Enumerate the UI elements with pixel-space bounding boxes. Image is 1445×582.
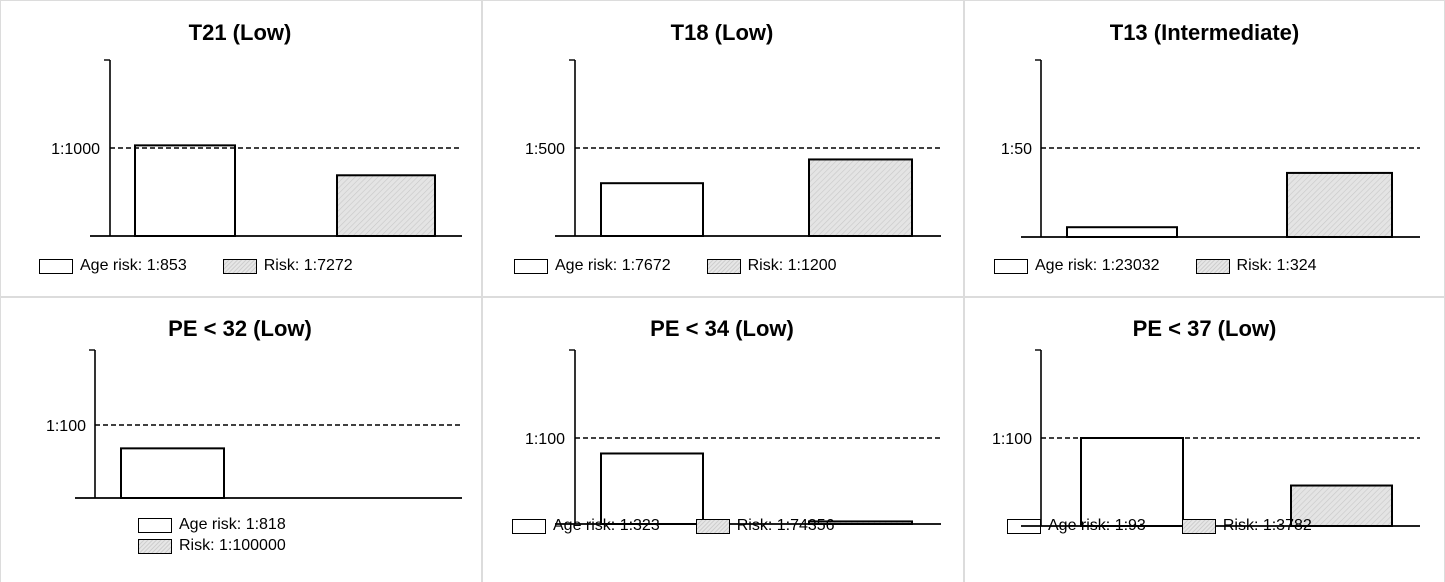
legend-label: Age risk: 1:7672 xyxy=(555,257,671,274)
legend-item: Age risk: 1:93 xyxy=(1007,517,1146,535)
legend-label: Risk: 1:100000 xyxy=(179,537,286,554)
chart-legend: Age risk: 1:23032 Risk: 1:324 xyxy=(994,257,1317,275)
row-divider xyxy=(0,296,1445,298)
chart-title: PE < 34 (Low) xyxy=(650,316,794,341)
legend-item: Age risk: 1:23032 xyxy=(994,257,1160,275)
legend-item: Age risk: 1:818 xyxy=(138,516,286,534)
bar-age-risk xyxy=(120,447,225,499)
legend-item: Risk: 1:324 xyxy=(1195,257,1317,275)
bar-age-risk xyxy=(600,452,704,525)
bar-age-risk xyxy=(600,182,704,237)
frame-top xyxy=(0,0,1445,1)
panel-divider xyxy=(481,0,483,582)
legend-swatch-risk xyxy=(1195,258,1230,274)
threshold-label: 1:1000 xyxy=(51,141,100,158)
threshold-label: 1:100 xyxy=(525,431,565,448)
bar-age-risk xyxy=(134,144,236,237)
frame-left xyxy=(0,0,1,582)
legend-label: Risk: 1:324 xyxy=(1236,257,1317,274)
chart-legend: Age risk: 1:7672 Risk: 1:1200 xyxy=(514,257,837,275)
legend-label: Age risk: 1:818 xyxy=(179,516,286,533)
threshold-label: 1:100 xyxy=(46,418,86,435)
bar-age-risk xyxy=(1080,437,1184,527)
legend-swatch-risk xyxy=(1181,518,1216,534)
panel-divider xyxy=(963,0,965,582)
chart-legend: Age risk: 1:818 Risk: 1:100000 xyxy=(138,516,286,555)
bar-risk xyxy=(808,158,913,237)
legend-item: Risk: 1:7272 xyxy=(222,257,353,275)
legend-label: Risk: 1:74356 xyxy=(736,517,835,534)
legend-swatch-risk xyxy=(695,518,730,534)
legend-swatch-age-risk xyxy=(138,517,172,533)
chart-title: T18 (Low) xyxy=(670,20,774,45)
legend-label: Age risk: 1:23032 xyxy=(1035,257,1160,274)
chart-plot: 1:100 xyxy=(992,349,1420,528)
threshold-label: 1:500 xyxy=(525,141,565,158)
legend-label: Risk: 1:3782 xyxy=(1222,517,1312,534)
chart-panel: PE < 37 (Low) 1:100 Age risk: 1:93 Risk: 1:… xyxy=(964,298,1445,582)
legend-swatch-age-risk xyxy=(39,258,73,274)
bar-risk xyxy=(336,174,436,237)
chart-title: PE < 37 (Low) xyxy=(1132,316,1277,341)
legend-swatch-age-risk xyxy=(514,258,548,274)
threshold-label: 1:50 xyxy=(1001,141,1032,158)
legend-item: Risk: 1:3782 xyxy=(1181,517,1312,535)
chart-plot: 1:100 xyxy=(525,349,941,525)
legend-label: Age risk: 1:93 xyxy=(1048,517,1146,534)
legend-item: Risk: 1:74356 xyxy=(695,517,835,535)
chart-title: PE < 32 (Low) xyxy=(168,316,312,341)
chart-panel: T13 (Intermediate) 1:50 Age risk: 1:23032 R… xyxy=(964,0,1445,296)
chart-plot: 1:50 xyxy=(1001,59,1420,239)
legend-item: Risk: 1:100000 xyxy=(138,537,286,555)
bar-risk xyxy=(1286,171,1393,238)
legend-item: Risk: 1:1200 xyxy=(706,257,837,275)
legend-label: Age risk: 1:853 xyxy=(80,257,187,274)
chart-title: T21 (Low) xyxy=(188,20,292,45)
legend-item: Age risk: 1:7672 xyxy=(514,257,671,275)
legend-swatch-risk xyxy=(222,258,257,274)
chart-legend: Age risk: 1:93 Risk: 1:3782 xyxy=(1007,517,1312,535)
chart-legend: Age risk: 1:323 Risk: 1:74356 xyxy=(512,517,835,535)
legend-swatch-age-risk xyxy=(994,258,1028,274)
chart-panel: PE < 34 (Low) 1:100 Age risk: 1:323 Risk: 1… xyxy=(482,298,962,582)
chart-panel: T18 (Low) 1:500 Age risk: 1:7672 Risk: 1:12… xyxy=(482,0,962,296)
chart-title: T13 (Intermediate) xyxy=(1109,20,1300,45)
legend-label: Age risk: 1:323 xyxy=(553,517,660,534)
legend-label: Risk: 1:1200 xyxy=(747,257,837,274)
chart-panel: T21 (Low) 1:1000 Age risk: 1:853 Risk: 1:72… xyxy=(0,0,480,296)
chart-plot: 1:1000 xyxy=(51,59,462,237)
chart-legend: Age risk: 1:853 Risk: 1:7272 xyxy=(39,257,353,275)
bar-age-risk xyxy=(1066,226,1178,239)
legend-label: Risk: 1:7272 xyxy=(263,257,353,274)
legend-swatch-age-risk xyxy=(512,518,546,534)
legend-swatch-risk xyxy=(138,538,172,554)
legend-swatch-age-risk xyxy=(1007,518,1041,534)
legend-item: Age risk: 1:323 xyxy=(512,517,660,535)
chart-plot: 1:100 xyxy=(46,349,462,499)
chart-panel: PE < 32 (Low) 1:100 Age risk: 1:818 Risk: 1… xyxy=(0,298,480,582)
legend-item: Age risk: 1:853 xyxy=(39,257,187,275)
legend-swatch-risk xyxy=(706,258,741,274)
threshold-label: 1:100 xyxy=(992,431,1032,448)
chart-plot: 1:500 xyxy=(525,59,941,237)
